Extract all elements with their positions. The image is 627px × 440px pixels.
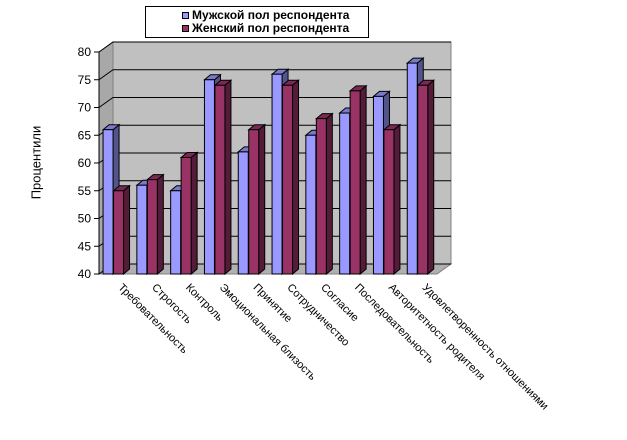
bar-male bbox=[339, 112, 351, 275]
y-tick-label: 40 bbox=[78, 267, 92, 281]
bar-male bbox=[203, 79, 215, 275]
y-tick-label: 50 bbox=[78, 212, 92, 226]
gridline bbox=[98, 69, 451, 81]
bar-female bbox=[383, 129, 395, 275]
bar-female bbox=[417, 84, 429, 275]
bar-male bbox=[136, 184, 148, 275]
y-tick-label: 80 bbox=[78, 45, 92, 59]
gridline bbox=[98, 41, 451, 53]
legend-item-male: Мужской пол респондента bbox=[146, 9, 368, 22]
bar-side bbox=[325, 112, 333, 276]
bar-female bbox=[113, 190, 125, 275]
y-tick-label: 70 bbox=[78, 101, 92, 115]
bar-side bbox=[224, 79, 232, 276]
bar-female bbox=[146, 179, 158, 275]
bar-female bbox=[248, 129, 260, 275]
bar-side bbox=[156, 173, 164, 276]
y-tick-label: 45 bbox=[78, 239, 92, 253]
bar-side bbox=[427, 79, 435, 276]
bar-female bbox=[282, 84, 294, 275]
bar-male bbox=[237, 151, 249, 275]
bar-male bbox=[271, 73, 283, 275]
bar-side bbox=[190, 151, 198, 276]
bar-side bbox=[359, 84, 367, 276]
y-tick-label: 55 bbox=[78, 184, 92, 198]
bar-side bbox=[258, 123, 266, 276]
y-tick-label: 75 bbox=[78, 73, 92, 87]
x-tick-label: Сотрудничество bbox=[284, 282, 351, 349]
bar-side bbox=[393, 123, 401, 276]
legend-swatch-female bbox=[182, 25, 189, 32]
bar-female bbox=[214, 84, 226, 275]
y-tick-label: 65 bbox=[78, 128, 92, 142]
legend-label-male: Мужской пол респондента bbox=[192, 8, 350, 22]
bar-side bbox=[292, 79, 300, 276]
bar-male bbox=[372, 95, 384, 275]
legend-swatch-male bbox=[182, 12, 189, 19]
legend-item-female: Женский пол респондента bbox=[146, 22, 368, 35]
bar-male bbox=[170, 190, 182, 275]
gridline bbox=[98, 97, 451, 108]
bar-male bbox=[305, 134, 317, 275]
bar-female bbox=[315, 118, 327, 275]
bar-male bbox=[406, 62, 418, 275]
bar-female bbox=[349, 90, 361, 275]
x-tick-label: Удовлетворенность отношениями bbox=[420, 282, 551, 413]
bar-female bbox=[180, 156, 192, 275]
bar-male bbox=[102, 129, 114, 275]
legend: Мужской пол респондента Женский пол респ… bbox=[145, 6, 369, 38]
legend-label-female: Женский пол респондента bbox=[192, 21, 350, 35]
y-tick-label: 60 bbox=[78, 156, 92, 170]
bar-side bbox=[123, 184, 131, 276]
